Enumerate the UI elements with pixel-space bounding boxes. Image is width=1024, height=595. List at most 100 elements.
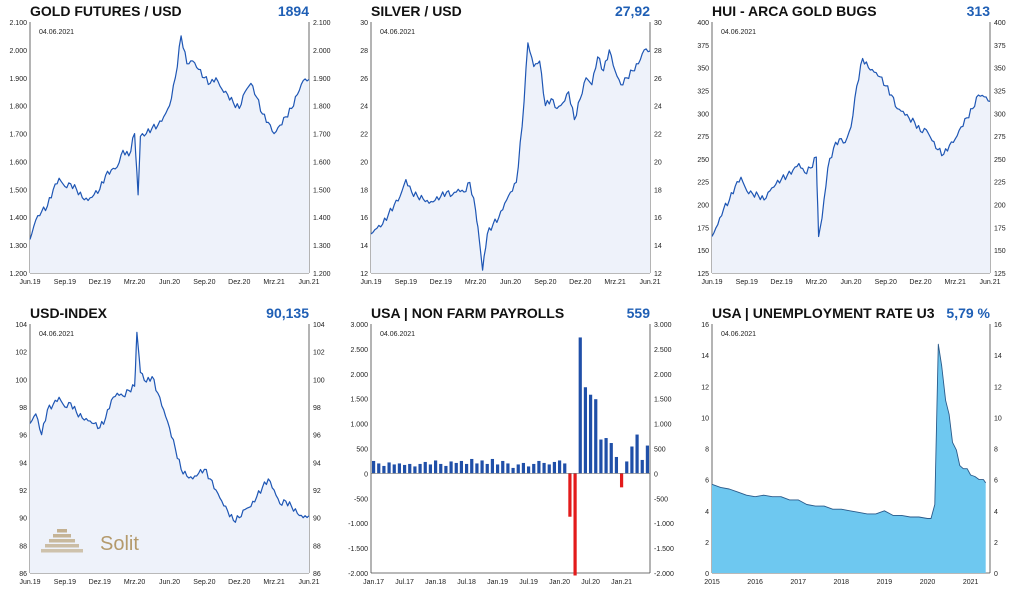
- y-tick-label-right: 150: [994, 248, 1006, 255]
- area-fill: [30, 332, 309, 573]
- bar: [578, 337, 582, 474]
- y-tick-label-left: 92: [19, 488, 27, 495]
- date-stamp: 04.06.2021: [721, 331, 756, 338]
- bar: [583, 387, 588, 474]
- bar: [625, 461, 629, 474]
- y-tick-label-left: 1.400: [9, 215, 27, 222]
- x-tick-label: Jun.19: [360, 279, 381, 286]
- bar: [568, 473, 572, 517]
- area-fill: [712, 58, 990, 273]
- area-fill: [712, 344, 986, 573]
- x-tick-label: Jun.20: [159, 579, 180, 586]
- y-tick-label-right: 275: [994, 134, 1006, 141]
- bar: [382, 465, 386, 474]
- bar: [526, 466, 531, 474]
- bar: [542, 462, 546, 474]
- current-value: 5,79 %: [946, 305, 990, 321]
- x-tick-label: Jun.20: [500, 279, 521, 286]
- y-tick-label-right: 92: [313, 488, 321, 495]
- y-tick-label-right: -500: [654, 496, 668, 503]
- x-tick-label: Sep.20: [193, 279, 215, 286]
- y-tick-label-right: 1.000: [654, 422, 672, 429]
- area-fill: [371, 42, 650, 274]
- y-tick-label-left: 94: [19, 460, 27, 467]
- bar: [532, 463, 536, 474]
- y-tick-label-right: 325: [994, 88, 1006, 95]
- bar: [387, 462, 391, 474]
- y-tick-label-left: 1.500: [350, 397, 368, 404]
- y-tick-label-right: 10: [994, 415, 1002, 422]
- bar: [609, 443, 613, 474]
- y-tick-label-right: 375: [994, 43, 1006, 50]
- bar: [480, 460, 484, 474]
- y-tick-label-right: 1.500: [313, 187, 331, 194]
- y-tick-label-right: 86: [313, 571, 321, 578]
- y-tick-label-left: 2.100: [9, 20, 27, 27]
- x-tick-label: Jun.19: [19, 279, 40, 286]
- y-tick-label-left: 2.000: [9, 48, 27, 55]
- area-fill: [30, 35, 309, 274]
- bar: [423, 461, 427, 474]
- chart-panel-nfp: USA | NON FARM PAYROLLS 559 04.06.2021 -2.0…: [341, 297, 682, 595]
- bar: [619, 473, 624, 488]
- y-tick-label-right: 28: [654, 48, 662, 55]
- y-tick-label-left: 500: [356, 447, 368, 454]
- bar: [547, 464, 551, 474]
- chart-title: USA | UNEMPLOYMENT RATE U3: [712, 305, 935, 321]
- x-tick-label: Jun.21: [298, 579, 319, 586]
- x-tick-label: Sep.19: [395, 279, 417, 286]
- pyramid-logo-icon: [41, 529, 83, 553]
- x-tick-label: 2018: [834, 579, 850, 586]
- y-tick-label-right: 14: [994, 353, 1002, 360]
- bar: [449, 461, 453, 474]
- bar: [470, 458, 474, 474]
- y-tick-label-right: 1.700: [313, 132, 331, 139]
- y-tick-label-left: 325: [697, 88, 709, 95]
- y-tick-label-left: 2: [705, 540, 709, 547]
- y-tick-label-right: 1.400: [313, 215, 331, 222]
- bar: [506, 463, 510, 474]
- x-tick-label: Jun.20: [159, 279, 180, 286]
- x-tick-label: Sep.20: [193, 579, 215, 586]
- x-tick-label: 2016: [747, 579, 763, 586]
- x-tick-label: Jan.17: [363, 579, 384, 586]
- x-tick-label: 2020: [920, 579, 936, 586]
- chart-svg: 04.06.2021 125 125 150 150 175 175 200 200 225 225…: [697, 20, 1006, 286]
- chart-panel-hui: HUI - ARCA GOLD BUGS 313 04.06.2021 125 125 1…: [682, 0, 1024, 297]
- y-tick-label-left: -1.000: [348, 521, 368, 528]
- y-tick-label-left: 26: [360, 76, 368, 83]
- x-tick-label: Jan.20: [549, 579, 570, 586]
- y-tick-label-right: 22: [654, 132, 662, 139]
- y-tick-label-left: 20: [360, 159, 368, 166]
- bar: [630, 446, 634, 474]
- x-tick-label: Jan.19: [487, 579, 508, 586]
- y-tick-label-right: 2.100: [313, 20, 331, 27]
- x-tick-label: Mrz.21: [263, 579, 285, 586]
- bar: [428, 464, 433, 474]
- y-tick-label-left: 24: [360, 104, 368, 111]
- y-tick-label-left: 1.200: [9, 271, 27, 278]
- y-tick-label-left: 375: [697, 43, 709, 50]
- bar: [439, 463, 443, 474]
- bar: [563, 463, 567, 474]
- y-tick-label-right: 200: [994, 203, 1006, 210]
- y-tick-label-left: 90: [19, 516, 27, 523]
- y-tick-label-left: -2.000: [348, 571, 368, 578]
- x-tick-label: 2017: [790, 579, 806, 586]
- chart-panel-silver: SILVER / USD 27,92 04.06.2021 12 12 14 14 16 16 1…: [341, 0, 682, 297]
- y-tick-label-right: 1.200: [313, 271, 331, 278]
- bar: [413, 466, 417, 474]
- y-tick-label-left: 275: [697, 134, 709, 141]
- current-value: 27,92: [614, 3, 650, 19]
- x-tick-label: Jun.20: [840, 279, 861, 286]
- y-tick-label-right: 102: [313, 350, 325, 357]
- x-tick-label: 2019: [877, 579, 893, 586]
- bar: [516, 464, 520, 474]
- y-tick-label-left: 30: [360, 20, 368, 27]
- x-tick-label: Jun.21: [639, 279, 660, 286]
- bar: [594, 399, 598, 474]
- bar: [557, 460, 562, 474]
- y-tick-label-right: 30: [654, 20, 662, 27]
- y-tick-label-left: 400: [697, 20, 709, 27]
- chart-title: USD-INDEX: [30, 305, 108, 321]
